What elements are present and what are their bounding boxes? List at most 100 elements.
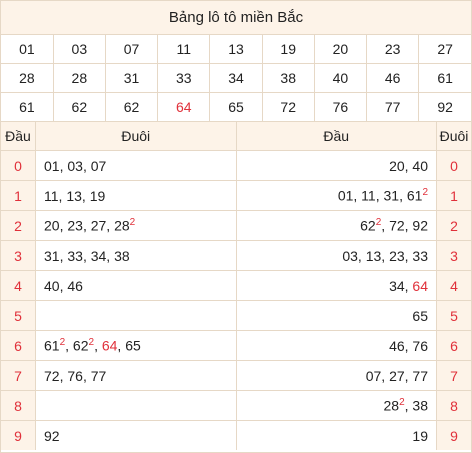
- loto-number: 23: [389, 247, 405, 264]
- duoi-values: 20, 23, 27, 282: [35, 210, 236, 241]
- duoi-values: 01, 03, 07: [35, 150, 236, 181]
- dau-values: 46, 76: [236, 330, 437, 361]
- loto-number: 40: [412, 157, 428, 174]
- loto-number: 92: [412, 217, 428, 234]
- duoi-digit: 8: [436, 390, 471, 421]
- loto-number: 76: [412, 337, 428, 354]
- loto-number: 62: [72, 337, 89, 354]
- dau-header: Đầu: [236, 122, 437, 151]
- dau-digit: 5: [1, 300, 36, 331]
- dau-duoi-table: Đầu Đuôi 0 01, 03, 07 1 11, 13, 19 2 20, 23, …: [1, 122, 237, 450]
- dau-digit: 7: [1, 360, 36, 391]
- duoi-digit: 4: [436, 270, 471, 301]
- dau-values: 622, 72, 92: [236, 210, 437, 241]
- loto-number: 11: [361, 187, 376, 204]
- loto-number: 40: [314, 63, 368, 93]
- duoi-digit: 0: [436, 150, 471, 181]
- dau-digit: 1: [1, 180, 36, 211]
- table-row: 4 40, 46: [1, 270, 236, 301]
- duoi-values: [35, 300, 236, 331]
- loto-number: 46: [366, 63, 420, 93]
- loto-number: 38: [262, 63, 315, 93]
- dau-values: 282, 38: [236, 390, 437, 421]
- loto-number: 61: [44, 337, 60, 354]
- dau-digit: 2: [1, 210, 36, 241]
- duoi-values: 72, 76, 77: [35, 360, 236, 391]
- repeat-count: 2: [88, 337, 95, 349]
- table-row: 01 03 07 11 13 19 20 23 27: [1, 35, 471, 64]
- loto-number: 07: [365, 367, 382, 384]
- repeat-count: 2: [59, 337, 66, 349]
- loto-number: 20: [44, 217, 60, 234]
- loto-number: 72: [389, 217, 405, 234]
- duoi-digit: 7: [436, 360, 471, 391]
- loto-number: 62: [53, 92, 106, 122]
- loto-number: 23: [366, 35, 420, 64]
- loto-number: 31: [105, 63, 159, 93]
- loto-number: 76: [67, 367, 83, 384]
- loto-number: 31: [44, 247, 60, 264]
- duoi-digit: 1: [436, 180, 471, 211]
- table-row: 65 5: [236, 300, 471, 331]
- loto-number: 38: [114, 247, 130, 264]
- duoi-values: 92: [36, 421, 236, 451]
- repeat-count: 2: [375, 217, 382, 229]
- table-row: 3 31, 33, 34, 38: [1, 240, 236, 271]
- loto-number: 11: [44, 187, 59, 204]
- loto-number: 23: [67, 217, 83, 234]
- table-row: 46, 76 6: [236, 330, 471, 361]
- loto-number: 19: [89, 187, 106, 204]
- loto-number: 01: [1, 35, 54, 64]
- loto-number: 64: [157, 92, 211, 122]
- loto-number: 03: [67, 157, 83, 174]
- duoi-header: Đuôi: [436, 122, 471, 151]
- loto-number: 61: [418, 63, 471, 93]
- duoi-values: 11, 13, 19: [35, 180, 236, 211]
- loto-number: 65: [209, 92, 263, 122]
- loto-number: 46: [389, 337, 405, 354]
- dau-values: 03, 13, 23, 33: [236, 240, 437, 271]
- table-row: 28 28 31 33 34 38 40 46 61: [1, 63, 471, 93]
- duoi-digit: 3: [436, 240, 471, 271]
- loto-number: 61: [406, 187, 423, 204]
- loto-number: 28: [1, 63, 54, 93]
- table-row: 03, 13, 23, 33 3: [236, 240, 471, 271]
- loto-number: 07: [90, 157, 107, 174]
- loto-number: 40: [44, 277, 60, 294]
- dau-digit: 0: [1, 150, 36, 181]
- duoi-values: 40, 46: [35, 270, 236, 301]
- loto-number: 31: [383, 187, 400, 204]
- loto-number: 46: [67, 277, 83, 294]
- loto-number: 38: [412, 397, 428, 414]
- loto-number: 34: [209, 63, 263, 93]
- loto-number: 19: [262, 35, 315, 64]
- table-row: 5: [1, 300, 236, 331]
- loto-number: 76: [314, 92, 368, 122]
- loto-number: 61: [1, 92, 54, 122]
- repeat-count: 2: [399, 397, 405, 409]
- loto-number: 64: [101, 337, 118, 354]
- dau-values: 20, 40: [236, 150, 437, 181]
- dau-header: Đầu: [1, 122, 36, 151]
- loto-number: 20: [389, 157, 405, 174]
- loto-number: 20: [314, 35, 368, 64]
- loto-number: 77: [90, 367, 107, 384]
- loto-number: 72: [262, 92, 315, 122]
- loto-number: 65: [125, 337, 141, 354]
- duoi-values: 31, 33, 34, 38: [35, 240, 236, 271]
- table-row: 19 9: [237, 420, 471, 450]
- loto-number: 28: [383, 397, 400, 414]
- loto-number: 33: [67, 247, 83, 264]
- dau-values: 07, 27, 77: [236, 360, 437, 391]
- loto-number: 92: [44, 427, 60, 444]
- duoi-digit: 9: [436, 420, 471, 450]
- table-row: 7 72, 76, 77: [1, 360, 236, 391]
- loto-number: 77: [412, 367, 428, 384]
- loto-number: 27: [418, 35, 471, 64]
- loto-number: 34: [389, 277, 405, 294]
- loto-number: 19: [412, 427, 428, 444]
- table-row: 9 92: [1, 420, 236, 451]
- table-row: 34, 64 4: [236, 270, 471, 301]
- loto-number: 33: [412, 247, 428, 264]
- loto-number: 03: [342, 247, 358, 264]
